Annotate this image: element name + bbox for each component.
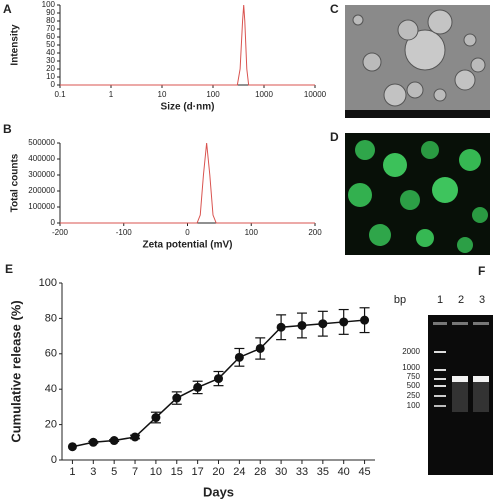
marker-label: 750 bbox=[407, 372, 421, 381]
lane-label: 2 bbox=[458, 294, 464, 306]
x-tick-label: -200 bbox=[52, 228, 69, 237]
marker-label: 100 bbox=[407, 401, 421, 410]
y-tick-label: 20 bbox=[46, 64, 55, 73]
data-point bbox=[297, 320, 307, 330]
marker-label: 250 bbox=[407, 391, 421, 400]
y-tick-label: 30 bbox=[46, 56, 55, 65]
y-tick-label: 90 bbox=[46, 8, 55, 17]
y-tick-label: 300000 bbox=[28, 170, 55, 179]
x-tick-label: 200 bbox=[308, 228, 322, 237]
y-tick-label: 100 bbox=[39, 277, 57, 289]
marker-label: 2000 bbox=[402, 347, 420, 356]
marker-label: 1000 bbox=[402, 363, 420, 372]
data-point bbox=[130, 432, 140, 442]
panel-label: C bbox=[330, 2, 339, 16]
y-tick-label: 0 bbox=[51, 218, 56, 227]
data-point bbox=[318, 319, 328, 329]
x-tick-label: 40 bbox=[338, 466, 350, 478]
y-axis-title: Cumulative release (%) bbox=[8, 300, 23, 442]
y-tick-label: 200000 bbox=[28, 186, 55, 195]
data-point bbox=[255, 343, 265, 353]
x-tick-label: 100 bbox=[245, 228, 259, 237]
sem-image bbox=[345, 5, 490, 118]
marker-label: 500 bbox=[407, 381, 421, 390]
x-tick-label: 33 bbox=[296, 466, 308, 478]
y-tick-label: 100000 bbox=[28, 202, 55, 211]
y-tick-label: 60 bbox=[46, 32, 55, 41]
x-tick-label: 1 bbox=[69, 466, 75, 478]
data-point bbox=[67, 442, 77, 452]
data-point bbox=[88, 437, 98, 447]
x-axis-title: Days bbox=[203, 484, 234, 499]
y-tick-label: 500000 bbox=[28, 138, 55, 147]
y-tick-label: 0 bbox=[51, 80, 56, 89]
y-tick-label: 40 bbox=[46, 48, 55, 57]
x-tick-label: 20 bbox=[212, 466, 224, 478]
x-tick-label: 28 bbox=[254, 466, 266, 478]
x-tick-label: 1000 bbox=[255, 90, 273, 99]
panel-label: F bbox=[478, 264, 485, 278]
data-point bbox=[214, 374, 223, 384]
y-axis-title: Total counts bbox=[10, 153, 21, 212]
x-tick-label: 35 bbox=[317, 466, 329, 478]
lane-label: 1 bbox=[437, 294, 443, 306]
panel-label: D bbox=[330, 130, 339, 144]
x-tick-label: 30 bbox=[275, 466, 287, 478]
y-tick-label: 50 bbox=[46, 40, 55, 49]
x-tick-label: 0 bbox=[185, 228, 190, 237]
gel-unit: bp bbox=[394, 294, 406, 306]
y-tick-label: 0 bbox=[51, 454, 57, 466]
x-tick-label: 100 bbox=[206, 90, 220, 99]
panel-label: A bbox=[3, 2, 12, 16]
x-tick-label: 15 bbox=[171, 466, 183, 478]
data-point bbox=[360, 315, 370, 325]
data-line bbox=[60, 142, 315, 224]
y-tick-label: 10 bbox=[46, 72, 55, 81]
y-tick-label: 40 bbox=[45, 383, 57, 395]
y-tick-label: 100 bbox=[42, 0, 56, 9]
x-tick-label: 10 bbox=[158, 90, 167, 99]
lane-label: 3 bbox=[479, 294, 485, 306]
y-tick-label: 400000 bbox=[28, 154, 55, 163]
data-line bbox=[60, 4, 315, 86]
x-axis-title: Zeta potential (mV) bbox=[142, 240, 232, 251]
y-tick-label: 80 bbox=[45, 312, 57, 324]
data-point bbox=[109, 436, 119, 446]
data-point bbox=[234, 352, 244, 362]
x-tick-label: 0.1 bbox=[54, 90, 66, 99]
y-tick-label: 20 bbox=[45, 419, 57, 431]
y-axis-title: Intensity bbox=[10, 24, 21, 66]
data-point bbox=[172, 393, 182, 403]
x-tick-label: 10000 bbox=[304, 90, 327, 99]
x-tick-label: 3 bbox=[90, 466, 96, 478]
data-point bbox=[193, 382, 203, 392]
x-tick-label: -100 bbox=[116, 228, 133, 237]
y-tick-label: 80 bbox=[46, 16, 55, 25]
x-axis-title: Size (d·nm) bbox=[161, 102, 215, 113]
x-tick-label: 1 bbox=[109, 90, 114, 99]
y-tick-label: 60 bbox=[45, 348, 57, 360]
x-tick-label: 10 bbox=[150, 466, 162, 478]
x-tick-label: 17 bbox=[192, 466, 204, 478]
x-tick-label: 7 bbox=[132, 466, 138, 478]
panel-label: E bbox=[5, 262, 13, 276]
y-tick-label: 70 bbox=[46, 24, 55, 33]
data-point bbox=[151, 413, 161, 423]
x-tick-label: 5 bbox=[111, 466, 117, 478]
data-point bbox=[339, 317, 349, 327]
gel-image bbox=[428, 315, 493, 475]
panel-label: B bbox=[3, 122, 12, 136]
fluorescence-image bbox=[345, 133, 490, 255]
x-tick-label: 45 bbox=[358, 466, 370, 478]
data-point bbox=[276, 322, 286, 332]
x-tick-label: 24 bbox=[233, 466, 245, 478]
